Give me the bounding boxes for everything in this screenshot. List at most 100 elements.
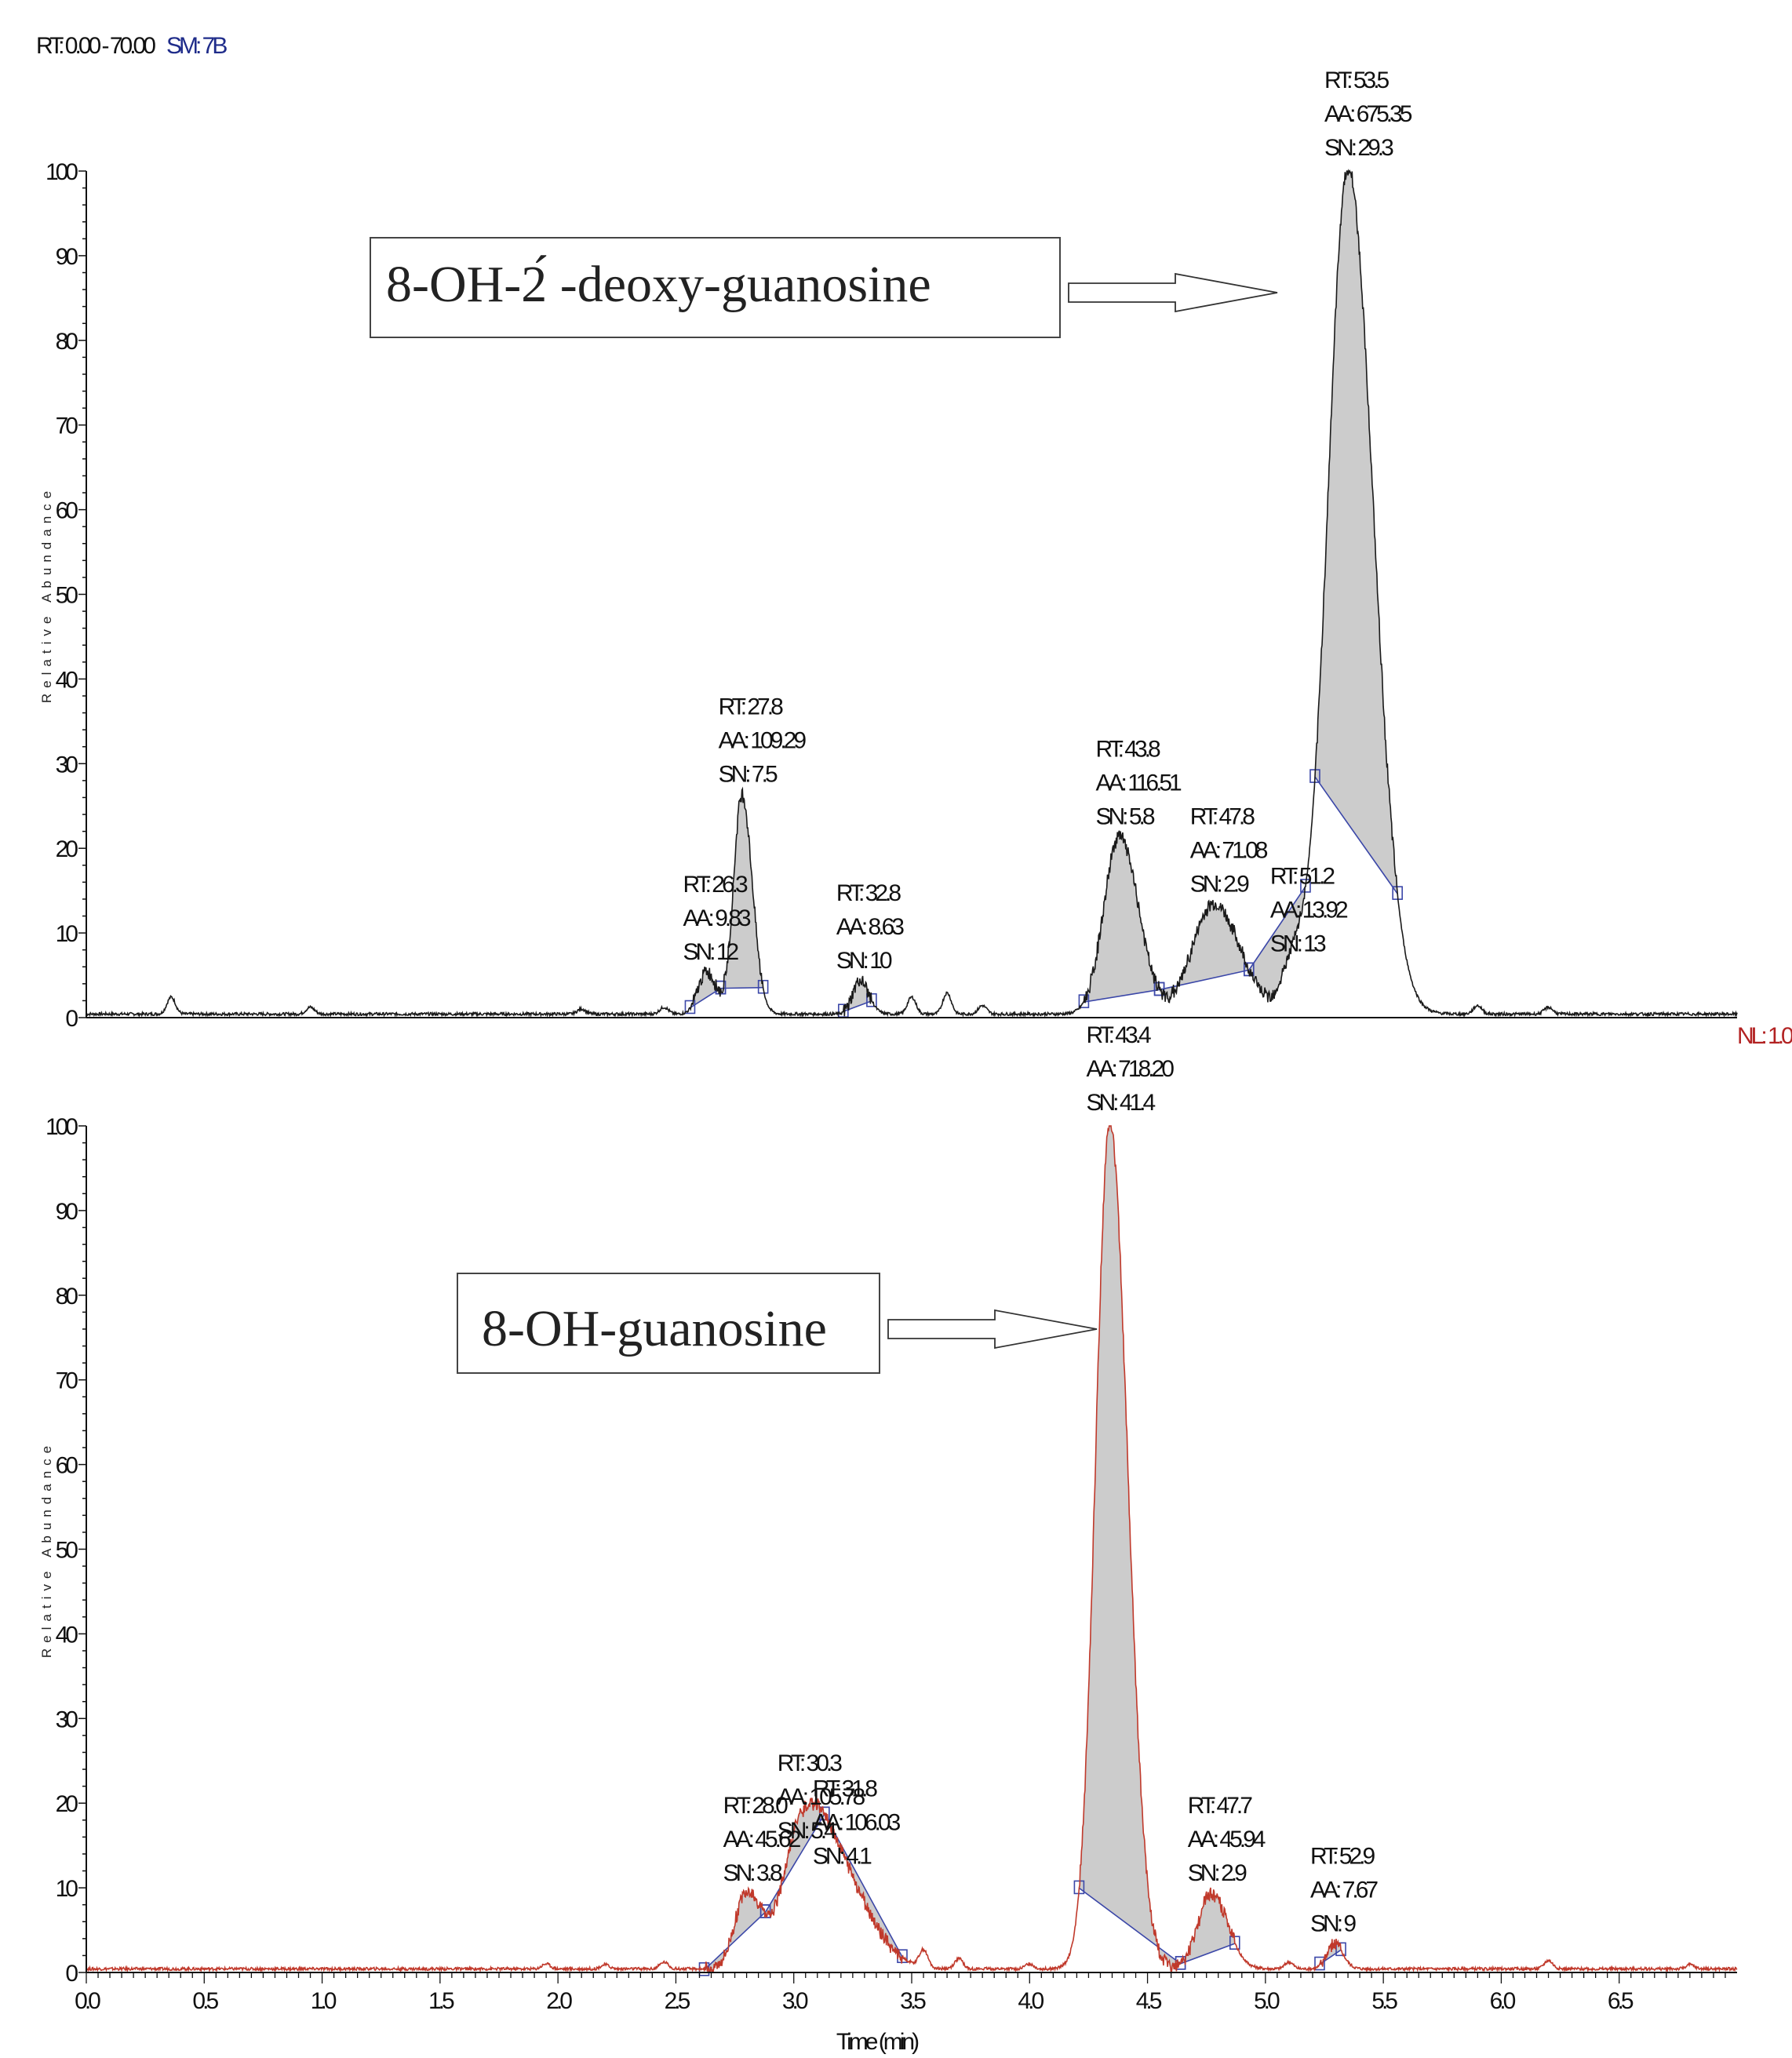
peak-label-6: AA: 7.67: [1310, 1878, 1378, 1903]
y-tick-label: 60: [56, 1453, 78, 1479]
y-tick-label: 40: [56, 1622, 78, 1648]
peak-baseline-1: [703, 1911, 767, 1971]
y-tick-label: 20: [56, 1791, 78, 1817]
peak-label-7: RT: 53.5: [1324, 67, 1389, 93]
peak-baseline-6: [1248, 886, 1306, 971]
x-tick-label: 0.0: [75, 1988, 100, 2014]
peak-label-2: RT: 30.3: [778, 1750, 842, 1776]
x-tick-label: 0.5: [192, 1988, 218, 2014]
nl-text: NL: 1.03: [1737, 1023, 1792, 1049]
x-tick-label: 1.0: [311, 1988, 337, 2014]
peak-label-6: AA: 13.92: [1270, 897, 1348, 923]
peak-label-6: SN: 13: [1270, 931, 1326, 956]
baseline-marker: [1078, 994, 1090, 1008]
callout-text: 8-OH-guanosine: [482, 1300, 827, 1357]
y-tick-label: 100: [46, 159, 78, 185]
peak-fill-2: [765, 1798, 825, 1918]
peak-label-2: SN: 7.5: [719, 761, 778, 787]
y-tick-label: 10: [56, 1876, 78, 1902]
peak-label-2: SN: 5.4: [778, 1818, 836, 1844]
x-tick-label: 5.0: [1254, 1988, 1280, 2014]
baseline-marker: [1300, 879, 1311, 893]
peak-label-3: SN: 10: [836, 948, 892, 974]
panel-2: 0 10 20 30 40 50 60 70 80 90 100 Relative Abundance…: [39, 1022, 1738, 2055]
x-tick-label: 6.5: [1608, 1988, 1634, 2014]
y-tick-label: 20: [56, 836, 78, 862]
peak-label-4: SN: 5.8: [1096, 803, 1155, 829]
x-tick-label: 2.5: [665, 1988, 690, 2014]
callout-arrow: [1068, 272, 1278, 313]
peak-label-2: AA: 105.78: [778, 1784, 865, 1810]
peak-label-1: AA: 45.62: [723, 1827, 801, 1852]
peak-label-1: SN: 12: [683, 939, 739, 965]
peak-baseline-5: [1180, 1943, 1236, 1965]
peak-label-2: AA: 109.29: [719, 727, 807, 753]
y-axis-label: Relative Abundance: [39, 1441, 54, 1658]
callout-box: [457, 1273, 880, 1374]
peak-label-3: AA: 8.63: [836, 914, 904, 940]
peak-label-1: AA: 9.83: [683, 905, 751, 931]
baseline-marker: [684, 1000, 696, 1014]
peak-fill-2: [720, 789, 763, 993]
peak-label-6: RT: 52.9: [1310, 1844, 1375, 1870]
peak-label-4: RT: 43.8: [1096, 736, 1160, 762]
y-tick-label: 30: [56, 1707, 78, 1732]
callout-arrow: [887, 1309, 1098, 1350]
peak-label-5: SN: 2.9: [1190, 872, 1249, 898]
panel-1: 0 10 20 30 40 50 60 70 80 90 100 Relative Abundance…: [39, 67, 1738, 1032]
peak-baseline-2: [764, 1813, 825, 1913]
peak-baseline-2: [720, 986, 763, 989]
y-tick-label: 80: [56, 1284, 78, 1309]
y-tick-label: 100: [46, 1114, 78, 1140]
x-tick-label: 5.5: [1371, 1988, 1397, 2014]
callout-text: 8-OH-2́ -deoxy-guanosine: [386, 255, 931, 313]
y-tick-label: 50: [56, 1538, 78, 1564]
peak-label-5: AA: 71.08: [1190, 838, 1268, 864]
peak-fill-5: [1180, 1887, 1235, 1965]
y-tick-label: 10: [56, 921, 78, 947]
x-tick-label: 4.0: [1018, 1988, 1044, 2014]
peak-baseline-4: [1084, 989, 1160, 1003]
peak-fill-4: [1084, 830, 1160, 1004]
peak-baseline-7: [1314, 776, 1398, 894]
peak-label-6: SN: 9: [1310, 1911, 1356, 1937]
peak-baseline-4: [1078, 1887, 1182, 1965]
peak-label-1: SN: 3.8: [723, 1860, 782, 1886]
peak-fill-1: [704, 1888, 766, 1972]
y-tick-label: 0: [65, 1961, 78, 1987]
peak-label-5: RT: 47.7: [1188, 1793, 1252, 1819]
peak-label-7: SN: 29.3: [1324, 135, 1393, 161]
peak-label-4: SN: 41.4: [1086, 1090, 1155, 1116]
x-tick-label: 4.5: [1136, 1988, 1162, 2014]
peak-label-2: RT: 27.8: [719, 694, 783, 719]
x-tick-label: 3.0: [782, 1988, 808, 2014]
peak-label-4: AA: 718.20: [1086, 1056, 1174, 1082]
y-tick-label: 70: [56, 1368, 78, 1394]
baseline-marker: [757, 979, 769, 994]
x-tick-label: 6.0: [1490, 1988, 1516, 2014]
peak-label-5: AA: 45.94: [1188, 1827, 1266, 1852]
peak-label-7: AA: 675.35: [1324, 101, 1412, 127]
peak-label-1: RT: 28.0: [723, 1793, 788, 1819]
peak-label-4: AA: 116.51: [1096, 770, 1182, 796]
y-tick-label: 80: [56, 329, 78, 355]
peak-baseline-5: [1159, 969, 1249, 991]
x-tick-label: 2.0: [546, 1988, 572, 2014]
peak-label-5: RT: 47.8: [1190, 804, 1255, 830]
callout-box: [370, 237, 1061, 338]
baseline-marker: [1314, 1956, 1325, 1971]
baseline-marker: [818, 1806, 830, 1821]
peak-label-1: RT: 26.3: [683, 872, 748, 898]
y-tick-label: 0: [65, 1006, 78, 1032]
y-tick-label: 60: [56, 498, 78, 524]
peak-label-6: RT: 51.2: [1270, 863, 1335, 889]
peak-label-3: RT: 32.8: [836, 880, 901, 906]
trace-line: [86, 1125, 1738, 1976]
peak-label-5: SN: 2.9: [1188, 1860, 1247, 1886]
x-tick-label: 1.5: [428, 1988, 454, 2014]
peak-baseline-3: [824, 1813, 903, 1958]
peak-label-4: RT: 43.4: [1086, 1022, 1150, 1048]
x-axis-label: Time (min): [836, 2029, 919, 2055]
